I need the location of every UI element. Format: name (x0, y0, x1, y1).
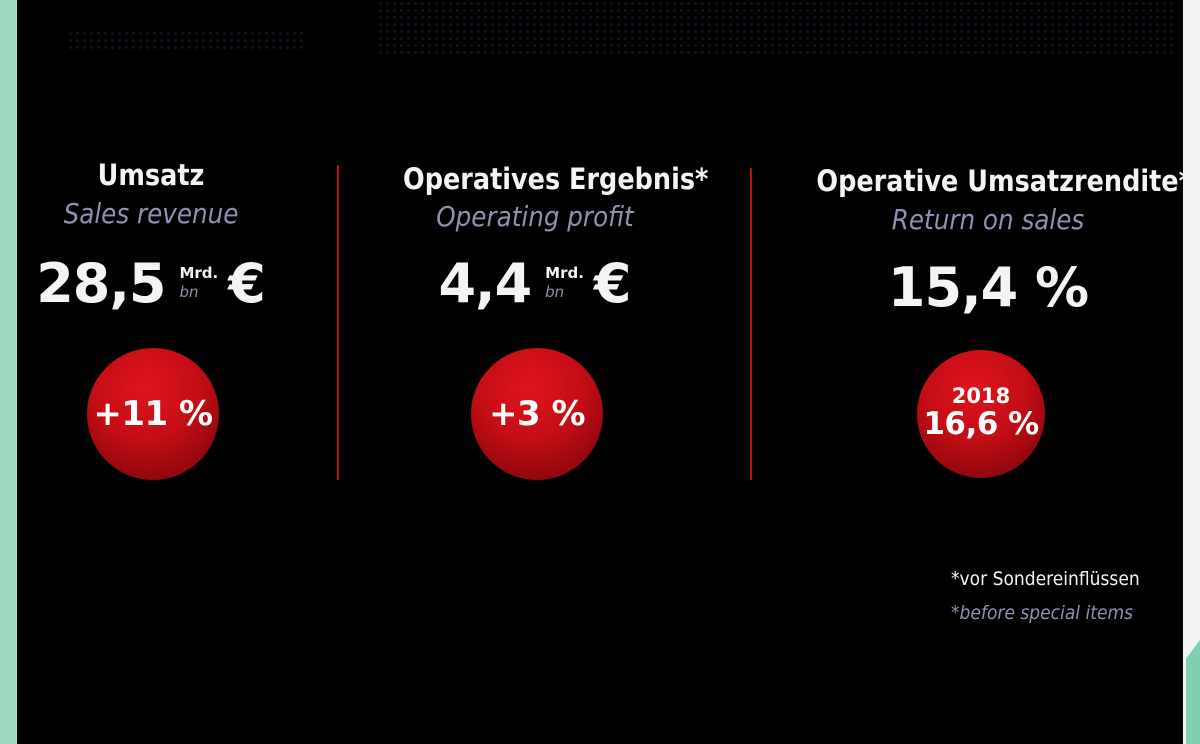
column-divider (337, 165, 339, 480)
currency-symbol: € (593, 251, 632, 315)
unit-stack: Mrd. bn (179, 266, 218, 300)
presentation-slide: Umsatz Sales revenue 28,5 Mrd. bn € +11 … (17, 0, 1183, 744)
change-badge: +11 % (87, 348, 219, 480)
change-badge-text: +11 % (93, 394, 213, 434)
right-frame-edge (1183, 0, 1200, 744)
metric-value: 28,5 (36, 251, 166, 315)
unit-en: bn (545, 283, 565, 301)
footnote-german: *vor Sondereinflüssen (951, 568, 1141, 590)
metric-subtitle: Operating profit (436, 200, 634, 233)
metric-title: Operatives Ergebnis* (403, 162, 709, 196)
right-frame-accent (1186, 640, 1200, 744)
metric-value: 15,4 % (887, 255, 1089, 319)
unit-de: Mrd. (179, 264, 219, 282)
metric-subtitle: Return on sales (891, 203, 1085, 236)
comparison-value: 16,6 % (923, 406, 1039, 443)
comparison-badge: 2018 16,6 % (917, 350, 1045, 478)
led-backdrop-left (67, 30, 307, 52)
metric-title: Operative Umsatzrendite* (816, 164, 1183, 198)
unit-stack: Mrd. bn (545, 266, 584, 300)
metric-value-row: 15,4 % (793, 252, 1183, 322)
change-badge-text: +3 % (488, 394, 586, 434)
unit-en: bn (179, 283, 199, 301)
metric-title: Umsatz (97, 158, 205, 192)
metric-value-row: 4,4 Mrd. bn € (385, 248, 685, 318)
left-frame-edge (0, 0, 17, 744)
comparison-year: 2018 (951, 384, 1011, 409)
column-divider (750, 168, 752, 480)
footnote-english: *before special items (951, 602, 1134, 624)
unit-de: Mrd. (545, 264, 584, 282)
led-backdrop-right (377, 0, 1177, 58)
metric-value: 4,4 (438, 251, 532, 315)
footnote: *vor Sondereinflüssen *before special it… (951, 568, 1161, 624)
change-badge: +3 % (471, 348, 603, 480)
metric-subtitle: Sales revenue (63, 197, 239, 230)
metric-value-row: 28,5 Mrd. bn € (17, 248, 285, 318)
currency-symbol: € (228, 251, 266, 315)
